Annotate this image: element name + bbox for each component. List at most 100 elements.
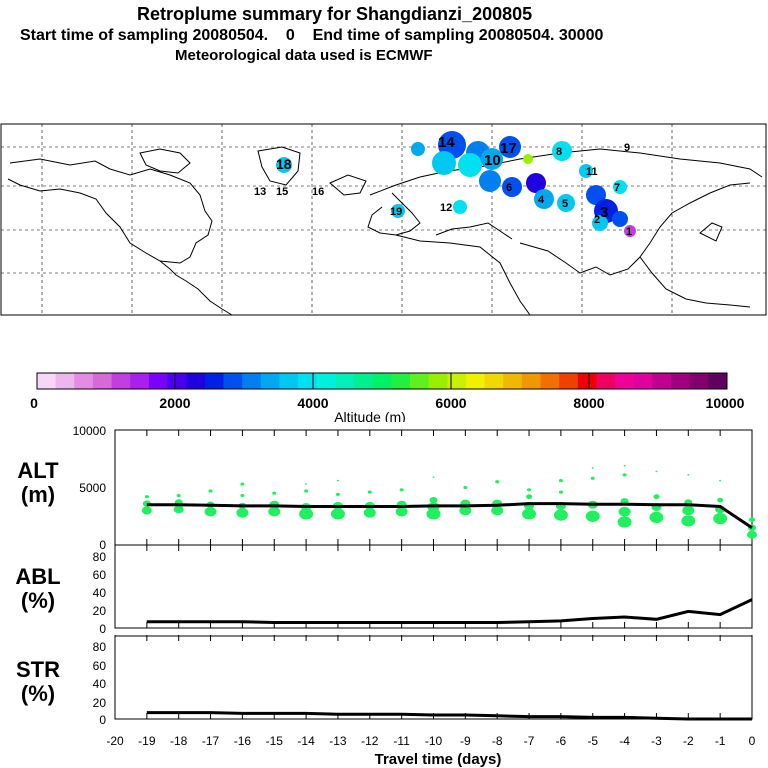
colorbar-label: Altitude (m) — [334, 409, 406, 422]
alt-scatter-point — [749, 517, 755, 523]
abl-ytick-40: 40 — [93, 586, 107, 600]
colorbar-swatch — [242, 373, 262, 389]
colorbar-swatch — [335, 373, 355, 389]
sampling-time-subtitle: Start time of sampling 20080504. 0 End t… — [20, 27, 604, 44]
x-axis-label: Travel time (days) — [375, 751, 502, 768]
map-label-5: 5 — [562, 198, 568, 210]
alt-scatter-point — [585, 510, 600, 522]
alt-ytick-10000: 10000 — [73, 424, 107, 438]
abl-xtick-marks — [114, 545, 753, 628]
plume-cluster — [523, 154, 533, 164]
day-labels: 1 2 3 4 5 6 7 8 9 10 11 12 13 14 15 16 1… — [254, 134, 632, 238]
colorbar-swatch — [540, 373, 560, 389]
alt-scatter-point — [236, 508, 249, 518]
abl-ytick-20: 20 — [93, 604, 107, 618]
x-tick-label: -12 — [361, 734, 379, 748]
map-label-16: 16 — [312, 186, 324, 198]
x-tick-label: 0 — [749, 734, 756, 748]
map-label-19: 19 — [390, 206, 402, 218]
colorbar-swatch — [671, 373, 691, 389]
alt-scatter-point — [526, 494, 533, 500]
map-label-12: 12 — [440, 202, 452, 214]
colorbar-tick-4000: 4000 — [297, 395, 328, 411]
colorbar-swatch — [465, 373, 486, 389]
colorbar-swatch — [521, 373, 542, 389]
colorbar-swatch — [298, 373, 318, 389]
x-tick-label: -10 — [425, 734, 443, 748]
alt-scatter-point — [367, 490, 372, 494]
map-label-2: 2 — [594, 214, 600, 226]
plume-cluster — [502, 177, 522, 197]
str-panel-frame — [114, 635, 753, 720]
colorbar-tick-2000: 2000 — [159, 395, 190, 411]
alt-scatter-point — [623, 464, 626, 467]
alt-scatter-point — [655, 470, 658, 473]
alt-scatter-point — [522, 508, 537, 520]
alt-scatter-point — [432, 476, 435, 478]
abl-panel: ABL (%) 80 60 40 20 0 — [15, 544, 753, 636]
abl-ylabel-line1: ABL — [15, 564, 60, 589]
map-coastlines — [7, 146, 763, 316]
colorbar-swatch — [74, 373, 94, 389]
colorbar-swatch — [391, 373, 411, 389]
alt-scatter-point — [363, 508, 376, 518]
alt-scatter-point — [558, 490, 563, 494]
colorbar-swatch — [223, 373, 243, 389]
alt-scatter-point — [299, 508, 314, 520]
alt-scatter-point — [649, 511, 664, 523]
x-tick-label: -18 — [170, 734, 188, 748]
str-xtick-marks — [114, 635, 753, 719]
plume-cluster — [458, 153, 482, 177]
alt-scatter-point — [141, 506, 152, 515]
colorbar-swatch — [633, 373, 653, 389]
colorbar-swatch — [148, 373, 169, 389]
altitude-colorbar: 0 2000 4000 6000 8000 10000 Altitude (m) — [30, 372, 745, 422]
plume-cluster — [432, 151, 456, 175]
colorbar-swatch — [204, 373, 224, 389]
colorbar-swatch — [92, 373, 113, 389]
colorbar-swatch — [354, 373, 374, 389]
colorbar-swatch — [186, 373, 206, 389]
alt-scatter-point — [173, 505, 184, 514]
colorbar-tick-0: 0 — [30, 395, 38, 411]
map-label-1: 1 — [626, 226, 632, 238]
alt-scatter-point — [618, 506, 631, 517]
x-tick-label: -5 — [587, 734, 598, 748]
alt-scatter-point — [335, 492, 340, 496]
colorbar-swatch — [503, 373, 523, 389]
alt-scatter-point — [622, 473, 627, 477]
str-ytick-40: 40 — [93, 677, 107, 691]
str-ytick-80: 80 — [93, 640, 107, 654]
x-tick-label: -9 — [460, 734, 471, 748]
colorbar-swatch — [689, 373, 709, 389]
str-ytick-20: 20 — [93, 696, 107, 710]
plume-cluster — [481, 148, 503, 170]
x-tick-label: -11 — [393, 734, 410, 748]
abl-line — [146, 598, 753, 624]
alt-scatter-point — [176, 493, 181, 498]
alt-scatter-point — [687, 474, 690, 476]
colorbar-swatch — [409, 373, 430, 389]
alt-scatter-point — [426, 508, 441, 520]
meteo-data-subtitle: Meteorological data used is ECMWF — [175, 47, 433, 64]
alt-scatter-point — [305, 483, 308, 485]
x-tick-label: -1 — [715, 734, 726, 748]
colorbar-frame — [36, 372, 728, 390]
alt-ylabel-line1: ALT — [17, 458, 59, 483]
alt-scatter-point — [395, 506, 408, 517]
str-yticks: 80 60 40 20 0 — [93, 640, 107, 727]
x-tick-label: -7 — [524, 734, 535, 748]
colorbar-tick-labels: 0 2000 4000 6000 8000 10000 — [30, 395, 745, 411]
x-tick-label: -15 — [266, 734, 284, 748]
map-label-7: 7 — [614, 182, 620, 194]
colorbar-swatch — [316, 373, 336, 389]
alt-scatter-point — [272, 491, 277, 495]
x-tick-label: -3 — [651, 734, 662, 748]
alt-scatter-point — [240, 493, 245, 498]
str-line — [146, 711, 752, 721]
abl-ylabel-line2: (%) — [21, 588, 55, 613]
colorbar-swatch — [447, 373, 467, 389]
alt-scatter-point — [653, 494, 660, 500]
plume-cluster — [534, 189, 554, 209]
alt-yticks: 10000 5000 0 — [73, 424, 107, 552]
